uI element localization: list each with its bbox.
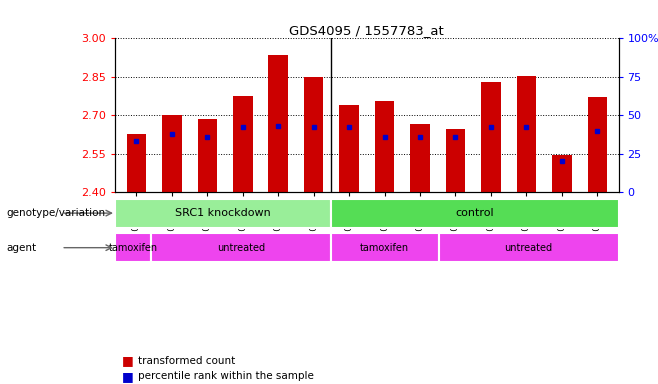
Bar (517, 76, 536, 192)
Bar (268, 55, 288, 192)
Bar (375, 101, 394, 192)
Text: SRC1 knockdown: SRC1 knockdown (175, 208, 271, 218)
Text: transformed count: transformed count (138, 356, 236, 366)
Bar (197, 119, 217, 192)
Bar (552, 155, 572, 192)
Title: GDS4095 / 1557783_at: GDS4095 / 1557783_at (290, 24, 444, 37)
Text: tamoxifen: tamoxifen (109, 243, 158, 253)
Text: agent: agent (7, 243, 37, 253)
Text: control: control (455, 208, 494, 218)
Bar (233, 96, 253, 192)
Bar (331, 199, 619, 228)
Bar (340, 105, 359, 192)
Bar (127, 134, 146, 192)
Bar (151, 233, 331, 262)
Bar (162, 115, 182, 192)
Bar (439, 233, 619, 262)
Text: genotype/variation: genotype/variation (7, 208, 106, 218)
Bar (304, 77, 324, 192)
Text: percentile rank within the sample: percentile rank within the sample (138, 371, 314, 381)
Bar (445, 129, 465, 192)
Bar (115, 199, 331, 228)
Bar (588, 97, 607, 192)
Bar (481, 82, 501, 192)
Text: ■: ■ (122, 370, 134, 383)
Bar (410, 124, 430, 192)
Text: untreated: untreated (505, 243, 553, 253)
Text: tamoxifen: tamoxifen (360, 243, 409, 253)
Bar (115, 233, 151, 262)
Text: ■: ■ (122, 354, 134, 367)
Text: untreated: untreated (217, 243, 265, 253)
Bar (331, 233, 439, 262)
